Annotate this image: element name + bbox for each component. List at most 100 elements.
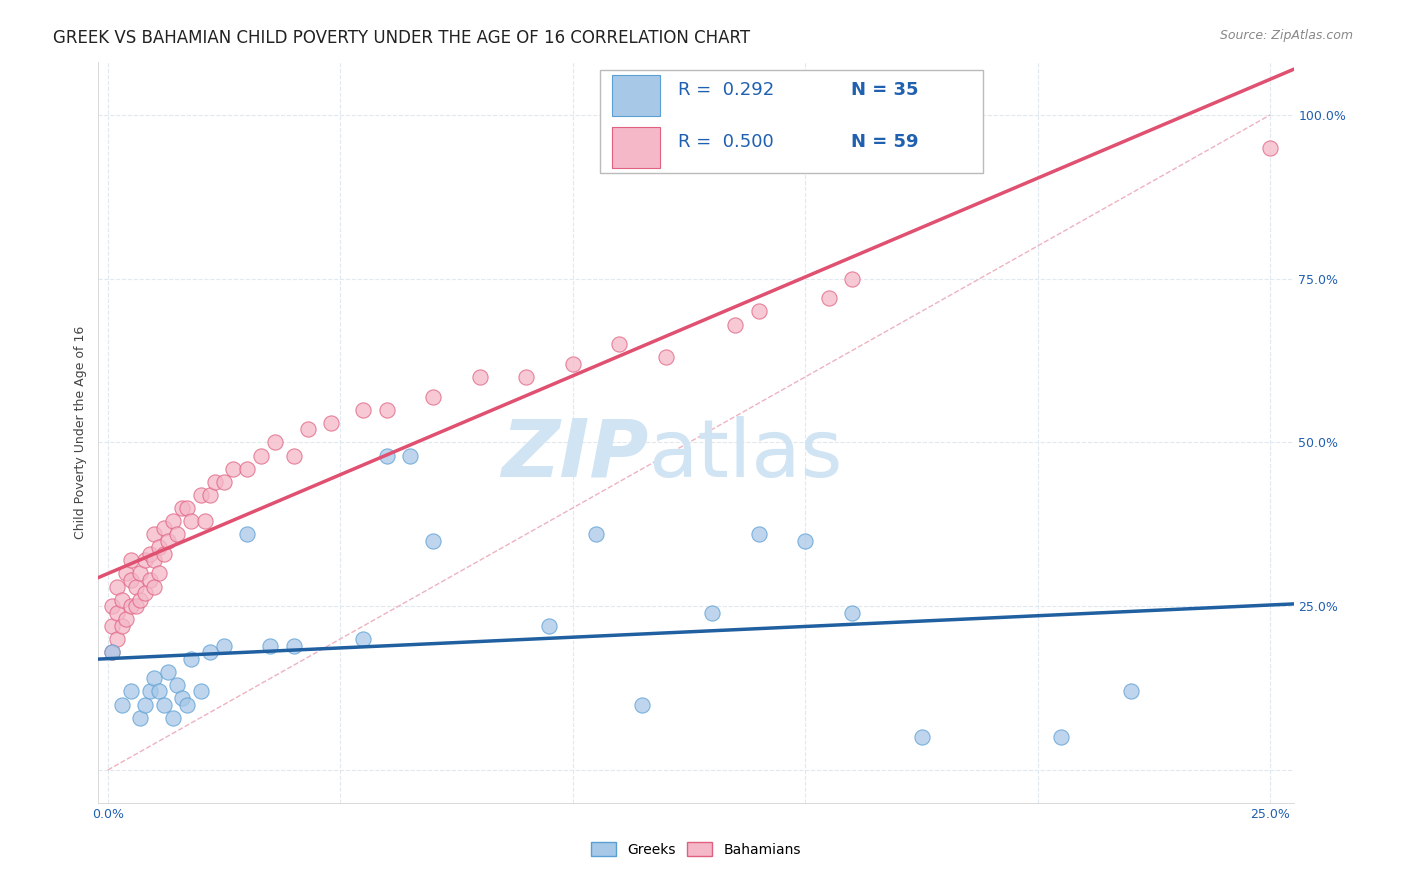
Point: [152, 698, 174, 712]
Point: [120, 553, 142, 567]
Text: Source: ZipAtlas.com: Source: ZipAtlas.com: [1219, 29, 1353, 42]
FancyBboxPatch shape: [613, 75, 661, 116]
Point: [129, 711, 152, 725]
Point: [129, 566, 152, 581]
Point: [655, 351, 678, 365]
Point: [157, 533, 180, 548]
Point: [111, 698, 134, 712]
Point: [422, 533, 444, 548]
Point: [283, 639, 305, 653]
Point: [138, 547, 160, 561]
Point: [319, 416, 342, 430]
Point: [264, 435, 287, 450]
Point: [538, 619, 561, 633]
Point: [212, 475, 235, 489]
Point: [259, 639, 281, 653]
Point: [120, 599, 142, 614]
Point: [841, 271, 863, 285]
Point: [176, 500, 198, 515]
Point: [134, 553, 156, 567]
Point: [166, 527, 188, 541]
Point: [111, 592, 134, 607]
Point: [190, 684, 212, 698]
Point: [194, 514, 217, 528]
Point: [134, 698, 156, 712]
Point: [748, 304, 770, 318]
Point: [236, 461, 259, 475]
Point: [152, 521, 174, 535]
Point: [105, 632, 128, 646]
Point: [212, 639, 235, 653]
Text: N = 35: N = 35: [852, 81, 920, 99]
Point: [585, 527, 607, 541]
Point: [101, 645, 124, 659]
Text: atlas: atlas: [648, 416, 842, 494]
Point: [138, 573, 160, 587]
Point: [111, 619, 134, 633]
Point: [138, 684, 160, 698]
Point: [162, 514, 184, 528]
Point: [143, 527, 166, 541]
Text: R =  0.292: R = 0.292: [678, 81, 775, 99]
Point: [143, 553, 166, 567]
Point: [250, 449, 273, 463]
Point: [148, 541, 170, 555]
Point: [375, 449, 398, 463]
Point: [157, 665, 180, 679]
Point: [631, 698, 654, 712]
Point: [841, 606, 863, 620]
Point: [124, 580, 146, 594]
Point: [148, 684, 170, 698]
Point: [166, 678, 188, 692]
Point: [910, 731, 932, 745]
Point: [468, 370, 491, 384]
Y-axis label: Child Poverty Under the Age of 16: Child Poverty Under the Age of 16: [73, 326, 87, 540]
Point: [702, 606, 724, 620]
Point: [105, 580, 128, 594]
Point: [105, 606, 128, 620]
Point: [143, 580, 166, 594]
Point: [120, 684, 142, 698]
Point: [1119, 684, 1142, 698]
Point: [375, 402, 398, 417]
Point: [124, 599, 146, 614]
Point: [748, 527, 770, 541]
Point: [283, 449, 305, 463]
Point: [724, 318, 747, 332]
Point: [134, 586, 156, 600]
Point: [1050, 731, 1073, 745]
Point: [101, 619, 124, 633]
Point: [176, 698, 198, 712]
Point: [120, 573, 142, 587]
Point: [399, 449, 422, 463]
Point: [143, 671, 166, 685]
Point: [422, 390, 444, 404]
Point: [607, 337, 630, 351]
Point: [204, 475, 226, 489]
Point: [162, 711, 184, 725]
Text: N = 59: N = 59: [852, 133, 920, 151]
Point: [353, 402, 375, 417]
Point: [180, 514, 202, 528]
FancyBboxPatch shape: [600, 70, 983, 173]
Point: [198, 488, 221, 502]
Point: [101, 645, 124, 659]
Point: [101, 599, 124, 614]
Text: R =  0.500: R = 0.500: [678, 133, 773, 151]
Point: [236, 527, 259, 541]
Point: [172, 690, 194, 705]
Point: [198, 645, 221, 659]
Point: [794, 533, 817, 548]
Point: [817, 291, 839, 305]
Point: [115, 612, 138, 626]
Point: [515, 370, 537, 384]
Point: [129, 592, 152, 607]
Point: [353, 632, 375, 646]
Point: [172, 500, 194, 515]
Point: [190, 488, 212, 502]
Legend: Greeks, Bahamians: Greeks, Bahamians: [586, 837, 806, 863]
Point: [222, 461, 245, 475]
Point: [561, 357, 583, 371]
Point: [1258, 140, 1281, 154]
Point: [297, 422, 319, 436]
